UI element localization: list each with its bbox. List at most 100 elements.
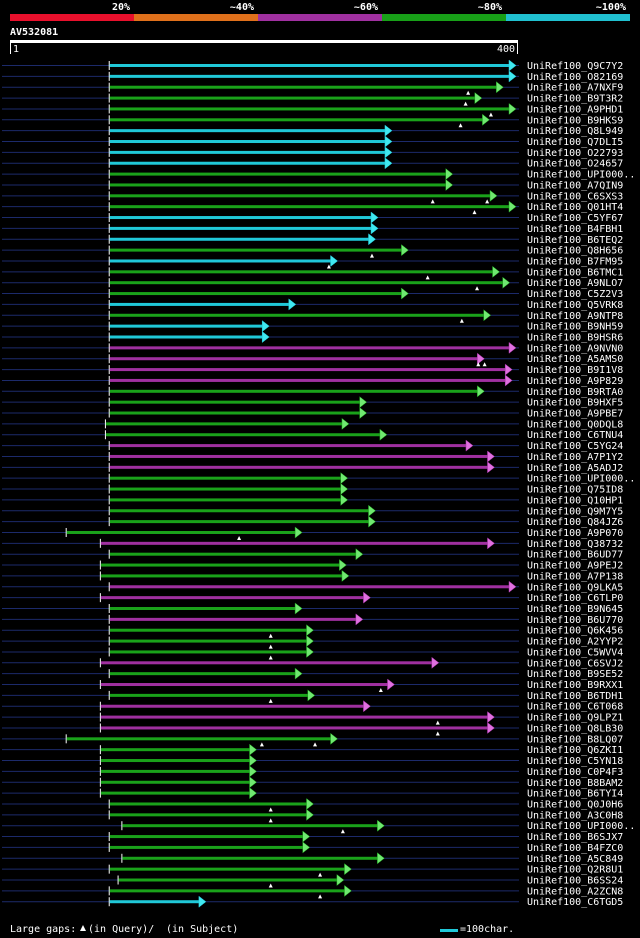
- hit-label[interactable]: UniRef100_A9P070: [527, 528, 623, 539]
- hit-label[interactable]: UniRef100_C5WVV4: [527, 647, 623, 658]
- hit-label[interactable]: UniRef100_A9P829: [527, 376, 623, 387]
- hit-label[interactable]: UniRef100_A9PEJ2: [527, 561, 623, 572]
- hit-label[interactable]: UniRef100_O22793: [527, 148, 623, 159]
- hit-row[interactable]: UniRef100_C5YF67: [2, 211, 623, 224]
- hit-row[interactable]: UniRef100_Q38732: [2, 537, 623, 550]
- hit-label[interactable]: UniRef100_Q8L949: [527, 126, 623, 137]
- hit-row[interactable]: UniRef100_B9RTA0: [2, 385, 623, 398]
- hit-label[interactable]: UniRef100_C6T068: [527, 702, 623, 713]
- hit-row[interactable]: UniRef100_B9I1V8: [2, 363, 623, 376]
- hit-row[interactable]: UniRef100_A7QIN9: [2, 178, 623, 191]
- hit-row[interactable]: UniRef100_Q2R8U1: [2, 863, 623, 877]
- hit-row[interactable]: UniRef100_B6UD77: [2, 548, 623, 561]
- hit-row[interactable]: UniRef100_C5WVV4: [2, 645, 623, 660]
- hit-label[interactable]: UniRef100_A7QIN9: [527, 180, 623, 191]
- hit-label[interactable]: UniRef100_A2ZCN8: [527, 886, 623, 897]
- hit-row[interactable]: UniRef100_Q8L949: [2, 124, 623, 137]
- hit-label[interactable]: UniRef100_C6TNU4: [527, 430, 623, 441]
- hit-row[interactable]: UniRef100_A9NVN0: [2, 341, 623, 354]
- hit-row[interactable]: UniRef100_Q6ZKI1: [2, 743, 623, 756]
- hit-label[interactable]: UniRef100_C5Z2V3: [527, 289, 623, 300]
- hit-row[interactable]: UniRef100_O22793: [2, 146, 623, 159]
- hit-row[interactable]: UniRef100_A9PEJ2: [2, 559, 623, 572]
- hit-row[interactable]: UniRef100_B9RXX1: [2, 678, 623, 693]
- hit-label[interactable]: UniRef100_B6SJX7: [527, 832, 623, 843]
- hit-label[interactable]: UniRef100_B6TEQ2: [527, 235, 623, 246]
- hit-row[interactable]: UniRef100_A5C849: [2, 852, 623, 865]
- hit-label[interactable]: UniRef100_Q84JZ6: [527, 517, 623, 528]
- hit-label[interactable]: UniRef100_Q2R8U1: [527, 865, 623, 876]
- hit-row[interactable]: UniRef100_Q7DLI5: [2, 135, 623, 148]
- hit-label[interactable]: UniRef100_B8LQ07: [527, 734, 623, 745]
- hit-label[interactable]: UniRef100_C0P4F3: [527, 767, 623, 778]
- hit-row[interactable]: UniRef100_Q8H656: [2, 244, 623, 258]
- hit-row[interactable]: UniRef100_A9NTP8: [2, 309, 623, 323]
- hit-label[interactable]: UniRef100_C5YG24: [527, 441, 623, 452]
- hit-row[interactable]: UniRef100_B6TYI4: [2, 787, 623, 800]
- hit-row[interactable]: UniRef100_Q0J0H6: [2, 797, 623, 812]
- hit-row[interactable]: UniRef100_Q9LPZ1: [2, 711, 623, 725]
- hit-row[interactable]: UniRef100_B9HSR6: [2, 330, 623, 344]
- hit-label[interactable]: UniRef100_A2YYP2: [527, 637, 623, 648]
- hit-row[interactable]: UniRef100_Q9C7Y2: [2, 59, 623, 72]
- hit-label[interactable]: UniRef100_C6TGD5: [527, 897, 623, 908]
- hit-row[interactable]: UniRef100_B6TEQ2: [2, 233, 623, 246]
- hit-label[interactable]: UniRef100_Q9M7Y5: [527, 506, 623, 517]
- hit-row[interactable]: UniRef100_O24657: [2, 157, 623, 170]
- hit-row[interactable]: UniRef100_Q01HT4: [2, 200, 623, 215]
- hit-row[interactable]: UniRef100_C6SVJ2: [2, 656, 623, 669]
- hit-label[interactable]: UniRef100_A9PHD1: [527, 104, 623, 115]
- hit-label[interactable]: UniRef100_A5AMS0: [527, 354, 623, 365]
- hit-label[interactable]: UniRef100_B9HXF5: [527, 398, 623, 409]
- hit-label[interactable]: UniRef100_B9SE52: [527, 669, 623, 680]
- hit-row[interactable]: UniRef100_B6TDH1: [2, 689, 623, 703]
- hit-label[interactable]: UniRef100_A5C849: [527, 854, 623, 865]
- hit-row[interactable]: UniRef100_O82169: [2, 70, 623, 83]
- hit-label[interactable]: UniRef100_C6SVJ2: [527, 658, 623, 669]
- hit-row[interactable]: UniRef100_C6TGD5: [2, 895, 623, 908]
- hit-row[interactable]: UniRef100_A9PBE7: [2, 407, 623, 420]
- hit-label[interactable]: UniRef100_Q6ZKI1: [527, 745, 623, 756]
- hit-row[interactable]: UniRef100_B6TMC1: [2, 265, 623, 280]
- hit-label[interactable]: UniRef100_B9HKS9: [527, 115, 623, 126]
- hit-row[interactable]: UniRef100_A9PHD1: [2, 102, 623, 117]
- hit-label[interactable]: UniRef100_A3C0H8: [527, 810, 623, 821]
- hit-row[interactable]: UniRef100_Q10HP1: [2, 493, 623, 506]
- hit-label[interactable]: UniRef100_C5YN18: [527, 756, 623, 767]
- hit-label[interactable]: UniRef100_Q0DQL8: [527, 419, 623, 430]
- hit-row[interactable]: UniRef100_A7P138: [2, 569, 623, 582]
- hit-row[interactable]: UniRef100_A5ADJ2: [2, 461, 623, 474]
- hit-label[interactable]: UniRef100_Q01HT4: [527, 202, 623, 213]
- hit-label[interactable]: UniRef100_B6U770: [527, 615, 623, 626]
- hit-row[interactable]: UniRef100_UPI000..: [2, 168, 635, 181]
- hit-row[interactable]: UniRef100_C5YG24: [2, 439, 623, 452]
- hit-row[interactable]: UniRef100_C6T068: [2, 700, 623, 713]
- hit-row[interactable]: UniRef100_A2ZCN8: [2, 884, 623, 899]
- hit-row[interactable]: UniRef100_A3C0H8: [2, 808, 623, 823]
- hit-row[interactable]: UniRef100_A5AMS0: [2, 352, 623, 367]
- hit-row[interactable]: UniRef100_B9T3R2: [2, 92, 623, 106]
- hit-label[interactable]: UniRef100_B6TDH1: [527, 691, 623, 702]
- hit-label[interactable]: UniRef100_Q9C7Y2: [527, 61, 623, 72]
- hit-label[interactable]: UniRef100_A5ADJ2: [527, 463, 623, 474]
- hit-row[interactable]: UniRef100_B9N645: [2, 602, 623, 615]
- hit-label[interactable]: UniRef100_UPI000..: [527, 474, 635, 485]
- hit-label[interactable]: UniRef100_Q9LPZ1: [527, 713, 623, 724]
- hit-row[interactable]: UniRef100_A9P070: [2, 526, 623, 540]
- hit-label[interactable]: UniRef100_Q75ID8: [527, 485, 623, 496]
- hit-row[interactable]: UniRef100_Q9LKA5: [2, 580, 623, 593]
- hit-label[interactable]: UniRef100_B6UD77: [527, 550, 623, 561]
- hit-row[interactable]: UniRef100_B6U770: [2, 613, 623, 626]
- hit-row[interactable]: UniRef100_B4FBH1: [2, 222, 623, 235]
- hit-label[interactable]: UniRef100_Q8H656: [527, 246, 623, 257]
- hit-row[interactable]: UniRef100_Q75ID8: [2, 483, 623, 496]
- hit-row[interactable]: UniRef100_B9HKS9: [2, 113, 623, 128]
- hit-row[interactable]: UniRef100_B6SS24: [2, 873, 623, 888]
- hit-label[interactable]: UniRef100_Q10HP1: [527, 495, 623, 506]
- hit-row[interactable]: UniRef100_B8LQ07: [2, 732, 623, 747]
- hit-row[interactable]: UniRef100_B8BAM2: [2, 776, 623, 789]
- hit-label[interactable]: UniRef100_A9NVN0: [527, 343, 623, 354]
- hit-label[interactable]: UniRef100_B9RXX1: [527, 680, 623, 691]
- hit-row[interactable]: UniRef100_Q84JZ6: [2, 515, 623, 528]
- hit-label[interactable]: UniRef100_A7NXF9: [527, 83, 623, 94]
